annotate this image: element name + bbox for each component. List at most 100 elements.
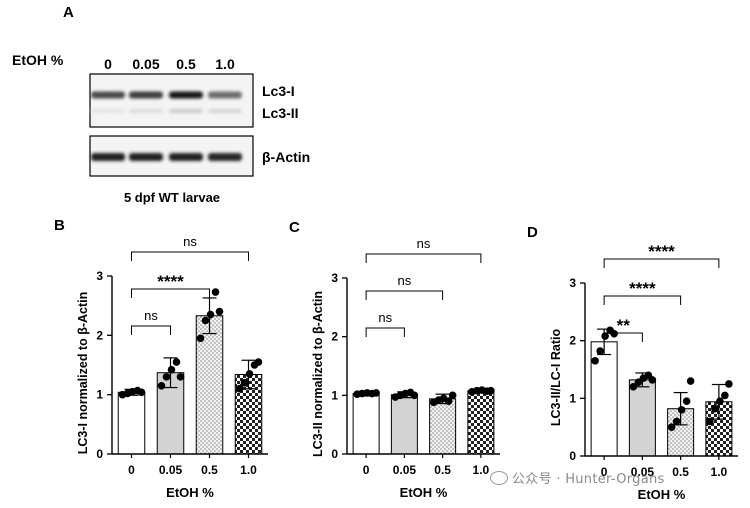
significance-label: ns <box>417 236 431 251</box>
y-tick-label: 0 <box>96 447 103 461</box>
data-point <box>240 379 249 387</box>
y-tick-label: 0 <box>569 449 576 463</box>
blot-lane-labels: 0 0.05 0.5 1.0 <box>104 56 235 72</box>
significance-bracket: ns <box>131 308 171 335</box>
x-tick-label: 0 <box>601 465 608 479</box>
data-point <box>201 316 210 325</box>
y-tick-label: 2 <box>331 330 338 344</box>
significance-label: ns <box>183 234 197 249</box>
data-point <box>648 376 657 384</box>
blot-lc3-frame <box>89 73 254 128</box>
data-point <box>706 417 714 426</box>
x-tick-label: 0 <box>363 463 370 477</box>
data-point <box>162 373 171 381</box>
y-tick-label: 0 <box>331 447 338 461</box>
band-label-beta-actin: β-Actin <box>262 149 310 165</box>
data-point <box>372 389 380 397</box>
significance-label: **** <box>157 272 184 291</box>
bar <box>467 390 495 455</box>
bar <box>390 394 418 455</box>
data-point <box>716 397 724 406</box>
data-point <box>167 365 176 374</box>
significance-bracket: **** <box>603 279 682 305</box>
blot-band <box>91 91 125 99</box>
blot-bands <box>91 91 242 161</box>
significance-bracket: **** <box>131 272 210 298</box>
band-label-lc3-ii: Lc3-II <box>262 105 299 121</box>
band-label-lc3-i: Lc3-I <box>262 83 295 99</box>
x-tick-label: 1.0 <box>240 463 257 477</box>
data-point <box>410 391 419 400</box>
blot-caption: 5 dpf WT larvae <box>124 190 220 205</box>
bar <box>628 379 656 457</box>
significance-bracket: ns <box>365 236 482 263</box>
blot-band <box>91 109 125 113</box>
data-point <box>448 391 457 400</box>
data-point <box>176 373 185 381</box>
x-tick-label: 1.0 <box>711 465 728 479</box>
panel-label: B <box>54 217 65 234</box>
data-point <box>667 423 676 431</box>
chart-d: D 0 1 2 3 0 0.05 0.5 1.0 EtOH % LC3-II/LC-I Ratio *… <box>527 224 738 502</box>
data-point <box>682 397 691 406</box>
panel-label: C <box>289 219 300 236</box>
significance-bracket: **** <box>603 242 720 268</box>
blot-lane-label: 0 <box>104 56 112 72</box>
blot-lane-label: 1.0 <box>215 56 235 72</box>
blot-band <box>208 109 242 113</box>
significance-label: **** <box>629 279 656 298</box>
significance-label: ns <box>378 310 392 325</box>
data-point <box>235 384 244 393</box>
y-tick-label: 3 <box>331 271 338 285</box>
blot-band <box>169 109 203 113</box>
y-tick-label: 3 <box>96 269 103 283</box>
panel-label: D <box>527 224 538 241</box>
x-tick-label: 0.5 <box>201 463 218 477</box>
x-tick-label: 0.05 <box>159 463 183 477</box>
data-point <box>172 358 181 366</box>
y-tick-label: 2 <box>569 334 576 348</box>
x-tick-label: 0.05 <box>631 465 655 479</box>
significance-bracket: ns <box>365 273 444 300</box>
chart-c: C 0 1 2 3 0 0.05 0.5 1.0 EtOH % LC3-II normalized … <box>289 219 500 500</box>
data-point <box>725 380 733 388</box>
chart-b: B 0 1 2 3 0 0.05 0.5 1.0 EtOH % LC3-I normalized t… <box>54 217 268 500</box>
y-tick-label: 1 <box>569 391 576 405</box>
significance-label: ns <box>144 308 158 323</box>
data-point <box>591 357 599 365</box>
data-point <box>215 307 224 316</box>
data-point <box>206 310 215 319</box>
y-axis-title: LC3-II/LC-I Ratio <box>549 329 563 427</box>
y-axis-title: LC3-II normalized to β-Actin <box>311 291 325 457</box>
data-point <box>629 383 638 391</box>
significance-label: ** <box>617 316 631 335</box>
x-tick-label: 0.05 <box>393 463 417 477</box>
x-tick-label: 0.5 <box>672 465 689 479</box>
data-point <box>721 391 729 400</box>
blot-lane-label: 0.05 <box>132 56 159 72</box>
blot-condition-label: EtOH % <box>12 52 64 68</box>
data-point <box>601 332 609 340</box>
data-point <box>137 388 146 397</box>
x-tick-label: 0 <box>128 463 135 477</box>
blot-band <box>208 91 242 99</box>
significance-bracket: ** <box>603 316 643 342</box>
data-point <box>444 397 453 406</box>
x-axis-title: EtOH % <box>400 485 448 500</box>
significance-label: **** <box>648 242 675 261</box>
blot-band <box>169 91 203 99</box>
blot-band <box>129 153 163 161</box>
y-axis-title: LC3-I normalized to β-Actin <box>76 292 90 455</box>
western-blot-panel: A EtOH % 0 0.05 0.5 1.0 Lc3-I Lc3-II β-Acti… <box>12 4 310 205</box>
bar <box>352 393 380 455</box>
significance-label: ns <box>398 273 412 288</box>
blot-band <box>91 153 125 161</box>
y-tick-label: 1 <box>331 388 338 402</box>
bar <box>429 398 457 455</box>
y-tick-label: 2 <box>96 328 103 342</box>
data-point <box>157 381 166 390</box>
data-point <box>487 386 495 395</box>
panel-label-a: A <box>63 4 74 21</box>
blot-lane-label: 0.5 <box>176 56 196 72</box>
